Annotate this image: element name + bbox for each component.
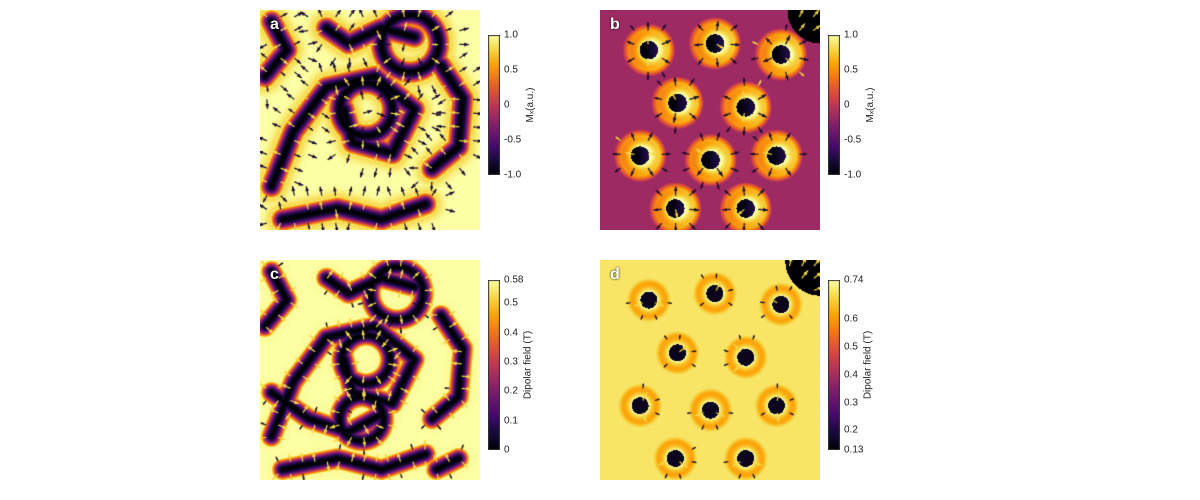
colorbar-tick: 0.6: [844, 314, 858, 325]
colorbar-tick: 0.4: [504, 327, 518, 338]
colorbar-tick: 0: [504, 445, 510, 456]
panel-c-colorbar: 00.10.20.30.40.50.58 Dipolar field (T): [488, 280, 500, 450]
panel-d-heatmap: [600, 260, 820, 480]
colorbar-tick: 0: [504, 100, 510, 111]
colorbar-c-title: Dipolar field (T): [522, 331, 533, 399]
colorbar-tick: 1.0: [504, 30, 518, 41]
colorbar-tick: 0.1: [504, 415, 518, 426]
colorbar-c-gradient: [488, 280, 500, 450]
panel-a-label: a: [270, 16, 279, 34]
colorbar-tick: 0.58: [504, 275, 523, 286]
figure-grid: a -1.0-0.500.51.0 Mₓ(a.u.) b -1.0-0.500.…: [260, 10, 940, 490]
panel-c-label: c: [270, 266, 279, 284]
panel-d-label: d: [610, 266, 620, 284]
colorbar-tick: -0.5: [844, 135, 861, 146]
panel-b: b -1.0-0.500.51.0 Mₓ(a.u.): [600, 10, 820, 230]
colorbar-tick: 0: [844, 100, 850, 111]
panel-d: d 0.130.20.30.40.50.60.74 Dipolar field …: [600, 260, 820, 480]
colorbar-tick: 0.2: [504, 386, 518, 397]
colorbar-tick: 0.5: [504, 298, 518, 309]
colorbar-tick: 0.3: [844, 397, 858, 408]
colorbar-tick: 0.5: [844, 341, 858, 352]
colorbar-tick: 1.0: [844, 30, 858, 41]
colorbar-d-title: Dipolar field (T): [862, 331, 873, 399]
colorbar-d-gradient: [828, 280, 840, 450]
colorbar-tick: 0.4: [844, 369, 858, 380]
colorbar-tick: 0.3: [504, 357, 518, 368]
colorbar-tick: 0.74: [844, 275, 863, 286]
colorbar-b-gradient: [828, 35, 840, 175]
panel-d-colorbar: 0.130.20.30.40.50.60.74 Dipolar field (T…: [828, 280, 840, 450]
panel-c-heatmap: [260, 260, 480, 480]
panel-a: a -1.0-0.500.51.0 Mₓ(a.u.): [260, 10, 480, 230]
colorbar-tick: -0.5: [504, 135, 521, 146]
colorbar-b-title: Mₓ(a.u.): [865, 88, 876, 123]
panel-b-heatmap: [600, 10, 820, 230]
panel-b-label: b: [610, 16, 620, 34]
colorbar-tick: 0.5: [844, 65, 858, 76]
panel-a-colorbar: -1.0-0.500.51.0 Mₓ(a.u.): [488, 35, 500, 175]
panel-c: c 00.10.20.30.40.50.58 Dipolar field (T): [260, 260, 480, 480]
colorbar-tick: -1.0: [504, 170, 521, 181]
panel-a-heatmap: [260, 10, 480, 230]
colorbar-tick: 0.2: [844, 425, 858, 436]
colorbar-tick: -1.0: [844, 170, 861, 181]
colorbar-a-title: Mₓ(a.u.): [525, 88, 536, 123]
colorbar-tick: 0.5: [504, 65, 518, 76]
colorbar-a-gradient: [488, 35, 500, 175]
colorbar-tick: 0.13: [844, 445, 863, 456]
panel-b-colorbar: -1.0-0.500.51.0 Mₓ(a.u.): [828, 35, 840, 175]
